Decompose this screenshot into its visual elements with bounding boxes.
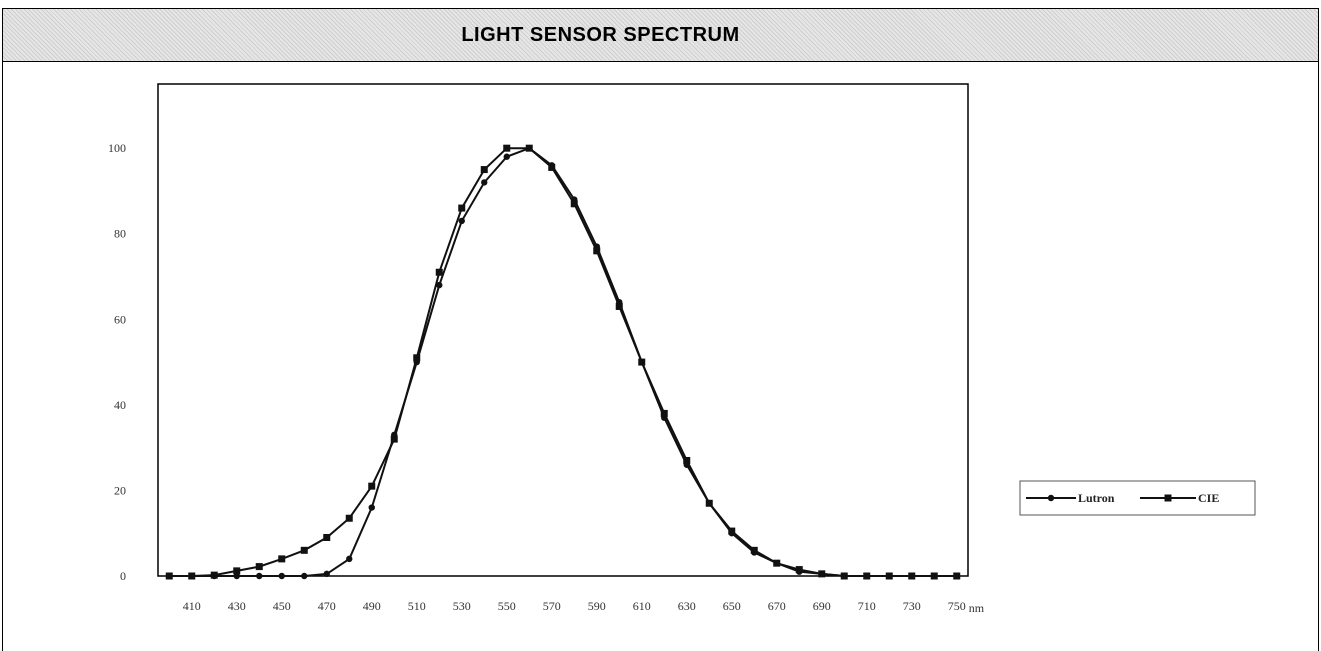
data-point-lutron — [368, 504, 375, 511]
data-point-cie — [210, 571, 218, 579]
data-point-lutron — [301, 572, 308, 580]
data-point-cie — [863, 572, 871, 580]
data-point-cie — [570, 200, 578, 208]
data-point-lutron — [278, 572, 285, 580]
x-tick-label: 590 — [588, 599, 606, 613]
y-tick-label: 0 — [120, 569, 126, 583]
data-point-cie — [615, 302, 623, 310]
x-tick-label: 610 — [633, 599, 651, 613]
y-axis: 0 20 40 60 80 100 — [108, 141, 126, 583]
data-point-cie — [908, 572, 916, 580]
data-point-cie — [480, 166, 488, 174]
data-point-lutron — [503, 153, 510, 160]
data-point-cie — [300, 546, 308, 554]
x-tick-label: 630 — [678, 599, 696, 613]
legend: Lutron CIE — [1019, 480, 1256, 516]
x-tick-label: 510 — [408, 599, 426, 613]
x-tick-label: 570 — [543, 599, 561, 613]
y-tick-label: 40 — [114, 398, 126, 412]
data-point-cie — [165, 572, 173, 580]
plot-area — [157, 83, 969, 577]
data-point-cie — [368, 482, 376, 490]
x-tick-label: 650 — [723, 599, 741, 613]
data-point-cie — [255, 563, 263, 571]
x-tick-label: 550 — [498, 599, 516, 613]
legend-label-cie: CIE — [1198, 491, 1219, 505]
data-point-cie — [773, 559, 781, 567]
x-tick-label: 470 — [318, 599, 336, 613]
legend-label-lutron: Lutron — [1078, 491, 1115, 505]
data-point-cie — [638, 358, 646, 366]
x-unit-label: nm — [969, 601, 985, 615]
data-point-lutron — [458, 217, 465, 225]
data-point-cie — [728, 527, 736, 535]
data-point-cie — [953, 572, 961, 580]
data-point-lutron — [233, 572, 240, 580]
x-tick-label: 750 — [948, 599, 966, 613]
data-point-cie — [818, 570, 826, 578]
data-point-lutron — [346, 555, 353, 563]
data-point-cie — [233, 567, 241, 575]
x-axis: 410 430 450 470 490 510 530 550 570 590 610 630 650 6… — [183, 599, 985, 615]
x-tick-label: 490 — [363, 599, 381, 613]
data-point-cie — [885, 572, 893, 580]
title-bar: LIGHT SENSOR SPECTRUM — [3, 9, 1318, 62]
data-point-cie — [323, 533, 331, 541]
data-point-cie — [458, 204, 466, 212]
data-point-lutron — [256, 572, 263, 580]
data-point-cie — [840, 572, 848, 580]
data-point-cie — [930, 572, 938, 580]
data-point-cie — [390, 435, 398, 443]
x-tick-label: 430 — [228, 599, 246, 613]
data-point-cie — [435, 268, 443, 276]
data-point-cie — [278, 555, 286, 563]
data-point-cie — [795, 566, 803, 574]
data-point-lutron — [436, 281, 443, 289]
series-layer — [165, 144, 961, 580]
data-point-cie — [705, 499, 713, 507]
legend-marker-cie — [1164, 494, 1172, 502]
data-point-cie — [683, 456, 691, 464]
data-point-cie — [413, 354, 421, 362]
x-tick-label: 410 — [183, 599, 201, 613]
data-point-cie — [593, 247, 601, 255]
y-tick-label: 60 — [114, 312, 126, 326]
x-tick-label: 690 — [813, 599, 831, 613]
chart-title: LIGHT SENSOR SPECTRUM — [461, 23, 740, 46]
data-point-cie — [525, 144, 533, 152]
x-tick-label: 710 — [858, 599, 876, 613]
chart-frame: LIGHT SENSOR SPECTRUM — [2, 8, 1319, 651]
x-tick-label: 450 — [273, 599, 291, 613]
x-tick-label: 670 — [768, 599, 786, 613]
x-tick-label: 530 — [453, 599, 471, 613]
data-point-cie — [660, 409, 668, 417]
series-line-cie — [169, 147, 957, 577]
data-point-lutron — [323, 570, 330, 578]
x-tick-label: 730 — [903, 599, 921, 613]
data-point-cie — [188, 572, 196, 580]
y-tick-label: 80 — [114, 227, 126, 241]
data-point-cie — [503, 144, 511, 152]
data-point-cie — [750, 546, 758, 554]
y-tick-label: 100 — [108, 141, 126, 155]
y-tick-label: 20 — [114, 483, 126, 497]
data-point-lutron — [481, 179, 488, 186]
legend-marker-lutron — [1047, 494, 1055, 502]
data-point-cie — [548, 163, 556, 171]
data-point-cie — [345, 514, 353, 522]
